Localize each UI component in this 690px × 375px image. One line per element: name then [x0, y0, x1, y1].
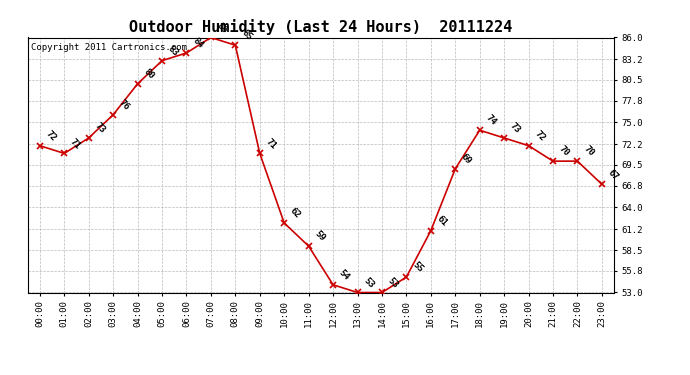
Text: 55: 55	[411, 260, 424, 274]
Title: Outdoor Humidity (Last 24 Hours)  20111224: Outdoor Humidity (Last 24 Hours) 2011122…	[129, 19, 513, 35]
Text: 69: 69	[460, 152, 473, 166]
Text: 73: 73	[509, 121, 522, 135]
Text: 53: 53	[362, 276, 375, 290]
Text: 71: 71	[68, 136, 82, 151]
Text: 76: 76	[117, 98, 131, 112]
Text: 85: 85	[239, 28, 253, 42]
Text: 53: 53	[386, 276, 400, 290]
Text: 62: 62	[288, 206, 302, 220]
Text: 80: 80	[141, 67, 156, 81]
Text: 73: 73	[93, 121, 107, 135]
Text: 71: 71	[264, 136, 278, 151]
Text: 61: 61	[435, 214, 449, 228]
Text: 70: 70	[582, 144, 595, 158]
Text: 83: 83	[166, 44, 180, 58]
Text: 59: 59	[313, 230, 327, 243]
Text: 54: 54	[337, 268, 351, 282]
Text: 86: 86	[215, 21, 229, 35]
Text: 84: 84	[190, 36, 204, 50]
Text: 72: 72	[44, 129, 58, 143]
Text: 70: 70	[557, 144, 571, 158]
Text: Copyright 2011 Cartronics.com: Copyright 2011 Cartronics.com	[30, 43, 186, 52]
Text: 72: 72	[533, 129, 546, 143]
Text: 67: 67	[606, 168, 620, 182]
Text: 74: 74	[484, 114, 497, 128]
